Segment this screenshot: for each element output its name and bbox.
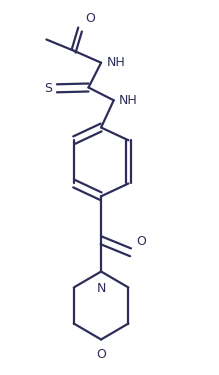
Text: S: S <box>44 82 52 95</box>
Text: NH: NH <box>106 56 125 69</box>
Text: N: N <box>96 282 106 294</box>
Text: O: O <box>96 348 106 360</box>
Text: O: O <box>85 12 95 25</box>
Text: O: O <box>136 235 146 248</box>
Text: NH: NH <box>119 94 138 107</box>
